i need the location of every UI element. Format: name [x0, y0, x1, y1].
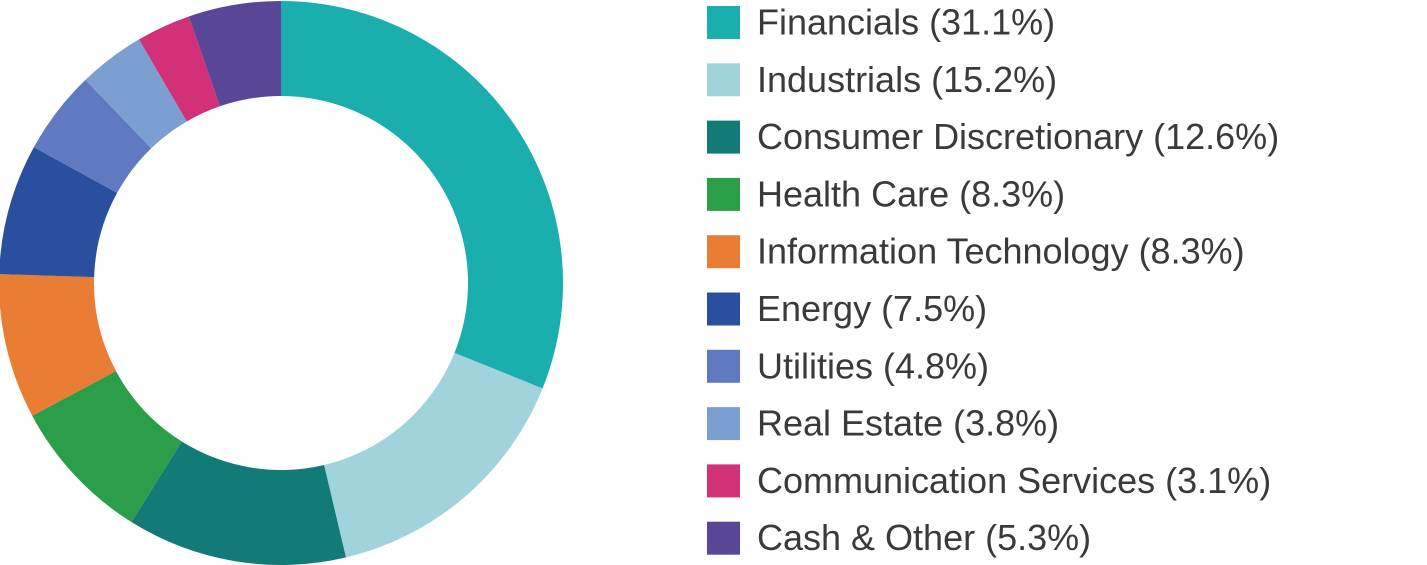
legend-swatch: [707, 349, 740, 383]
legend-swatch: [707, 235, 740, 269]
legend-swatch: [707, 120, 740, 154]
legend-label: Consumer Discretionary (12.6%): [757, 116, 1279, 157]
legend-label: Health Care (8.3%): [757, 173, 1065, 214]
legend-label: Utilities (4.8%): [757, 345, 989, 386]
donut-slice: [32, 371, 182, 523]
legend-swatch: [707, 464, 740, 498]
legend-label: Financials (31.1%): [757, 2, 1055, 43]
legend-label: Communication Services (3.1%): [757, 460, 1271, 501]
donut-slice: [0, 274, 117, 416]
legend-label: Energy (7.5%): [757, 288, 987, 329]
legend-label: Industrials (15.2%): [757, 59, 1057, 100]
donut-slice: [0, 147, 118, 278]
legend-swatch: [707, 63, 740, 97]
donut-slice: [188, 0, 281, 107]
legend-label: Information Technology (8.3%): [757, 231, 1245, 272]
legend-label: Cash & Other (5.3%): [757, 517, 1091, 558]
donut-slice: [131, 441, 346, 565]
donut-slice: [85, 39, 187, 149]
donut-slice: [138, 16, 220, 122]
donut-slice: [324, 352, 543, 558]
donut-slice: [33, 79, 152, 193]
legend-label: Real Estate (3.8%): [757, 403, 1059, 444]
legend-swatch: [707, 521, 740, 555]
donut-slice: [281, 1, 563, 389]
legend-swatch: [707, 292, 740, 326]
legend-swatch: [707, 407, 740, 441]
legend-swatch: [707, 177, 740, 211]
legend-swatch: [707, 6, 740, 39]
